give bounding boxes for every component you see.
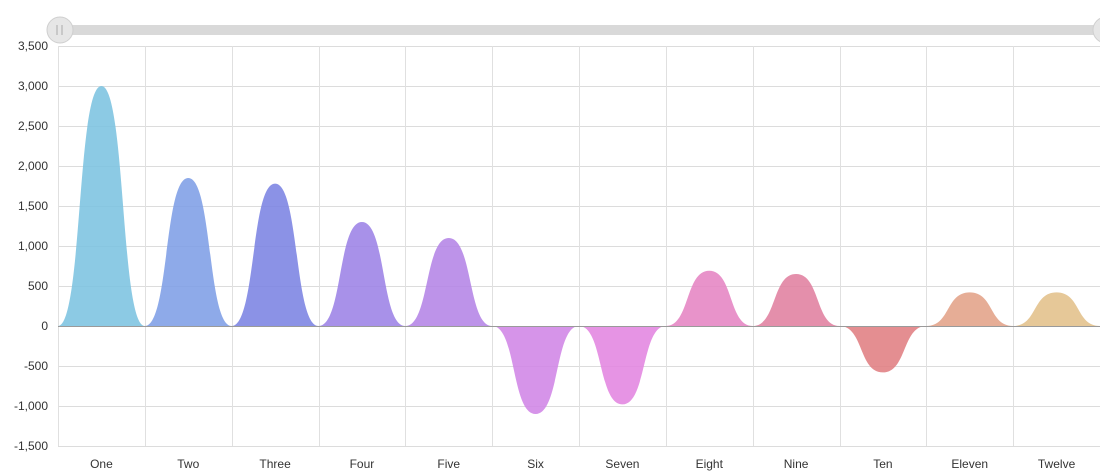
plot-area xyxy=(58,86,1100,414)
area-segment-three[interactable] xyxy=(231,183,319,326)
area-segment-twelve[interactable] xyxy=(1013,292,1100,326)
y-tick-label: 3,500 xyxy=(18,39,48,53)
area-segment-four[interactable] xyxy=(318,222,406,326)
area-segment-seven[interactable] xyxy=(579,326,666,405)
x-tick-label: Two xyxy=(177,457,199,471)
y-tick-label: 2,500 xyxy=(18,119,48,133)
y-tick-label: -1,500 xyxy=(14,439,48,453)
x-tick-label: Three xyxy=(259,457,291,471)
y-tick-label: 2,000 xyxy=(18,159,48,173)
area-segment-two[interactable] xyxy=(144,178,232,326)
x-axis: One Two Three Four Five Six Seven Eight Nine Ten E… xyxy=(90,457,1076,471)
y-tick-label: 1,000 xyxy=(18,239,48,253)
x-tick-label: Twelve xyxy=(1038,457,1076,471)
scrollbar-start-handle[interactable] xyxy=(46,16,74,44)
x-tick-label: Six xyxy=(527,457,544,471)
x-tick-label: One xyxy=(90,457,113,471)
x-tick-label: Four xyxy=(350,457,375,471)
y-tick-label: -500 xyxy=(24,359,48,373)
x-tick-label: Ten xyxy=(873,457,892,471)
y-tick-label: 500 xyxy=(28,279,48,293)
x-tick-label: Nine xyxy=(784,457,809,471)
x-tick-label: Eight xyxy=(696,457,724,471)
x-tick-label: Eleven xyxy=(951,457,988,471)
area-segment-five[interactable] xyxy=(405,238,493,326)
grid xyxy=(58,46,1100,447)
area-segment-eight[interactable] xyxy=(665,270,753,326)
area-segment-ten[interactable] xyxy=(839,326,927,373)
area-segment-six[interactable] xyxy=(492,326,579,414)
y-tick-label: -1,000 xyxy=(14,399,48,413)
y-tick-label: 1,500 xyxy=(18,199,48,213)
x-tick-label: Seven xyxy=(605,457,639,471)
scrollbar[interactable] xyxy=(46,16,1100,44)
y-tick-label: 0 xyxy=(41,319,48,333)
area-segment-eleven[interactable] xyxy=(926,292,1014,326)
x-tick-label: Five xyxy=(437,457,460,471)
y-axis: -1,500 -1,000 -500 0 500 1,000 1,500 2,000 2,500… xyxy=(14,39,48,453)
area-segment-nine[interactable] xyxy=(752,274,840,326)
area-segment-one[interactable] xyxy=(58,86,145,326)
y-tick-label: 3,000 xyxy=(18,79,48,93)
scrollbar-track[interactable] xyxy=(60,25,1100,35)
scrollbar-end-handle[interactable] xyxy=(1092,17,1100,43)
